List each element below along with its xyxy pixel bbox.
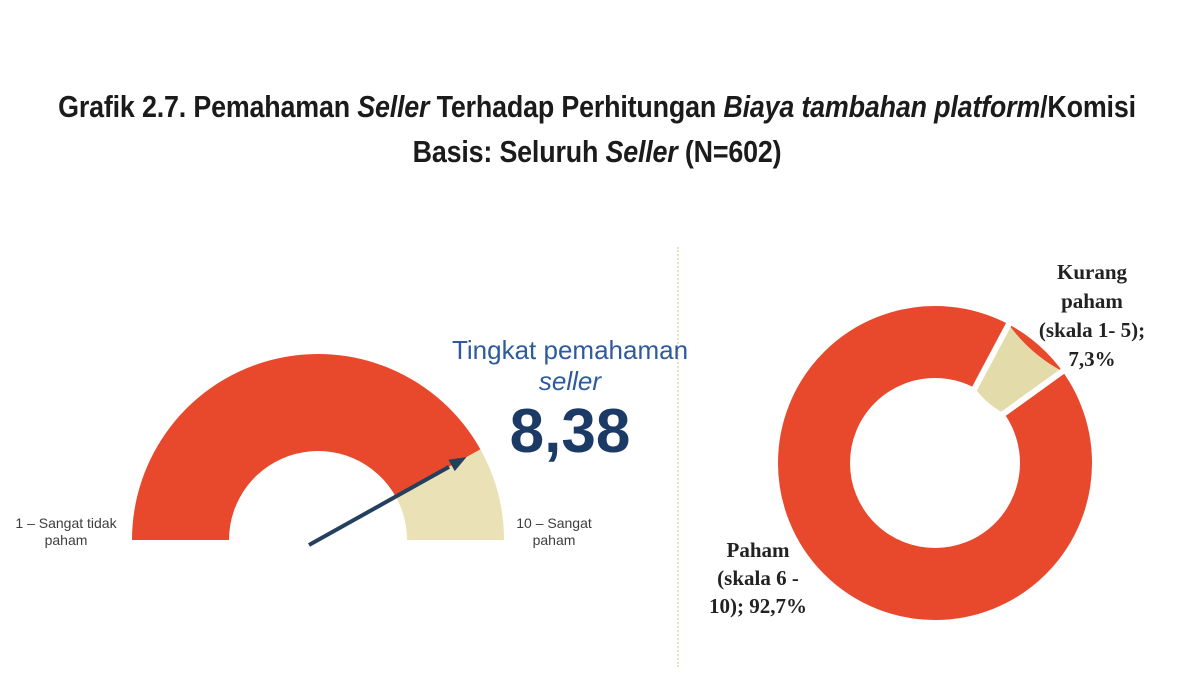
donut-label-paham: Paham (skala 6 - 10); 92,7% (709, 538, 807, 618)
gauge-heading: Tingkat pemahaman seller (440, 335, 700, 397)
donut-slice-kurang-paham (974, 324, 1063, 414)
figure-title: Grafik 2.7. Pemahaman Seller Terhadap Pe… (0, 84, 1195, 174)
gauge-needle-arrowhead (448, 457, 467, 472)
donut-slice-paham (778, 306, 1092, 620)
gauge-heading-line1: Tingkat pemahaman (451, 335, 689, 365)
donut-slice-gap-line (969, 317, 1015, 395)
gauge-value: 8,38 (509, 397, 631, 466)
gauge-needle (308, 465, 450, 547)
gauge-arc-remaining (395, 449, 504, 540)
gauge-min-label: 1 – Sangat tidak paham (15, 515, 117, 548)
donut-label-kurang-paham: Kurang paham (skala 1- 5); 7,3% (1038, 260, 1146, 371)
figure-title-line1: Grafik 2.7. Pemahaman Seller Terhadap Pe… (58, 89, 1136, 124)
donut-slice-gap-line (997, 365, 1070, 420)
panel-divider (677, 247, 679, 667)
gauge-max-label: 10 – Sangat paham (516, 515, 592, 548)
gauge-heading-line2: seller (538, 366, 602, 396)
figure-title-line2: Basis: Seluruh Seller (N=602) (412, 134, 782, 169)
gauge-arc-covered (132, 354, 481, 540)
